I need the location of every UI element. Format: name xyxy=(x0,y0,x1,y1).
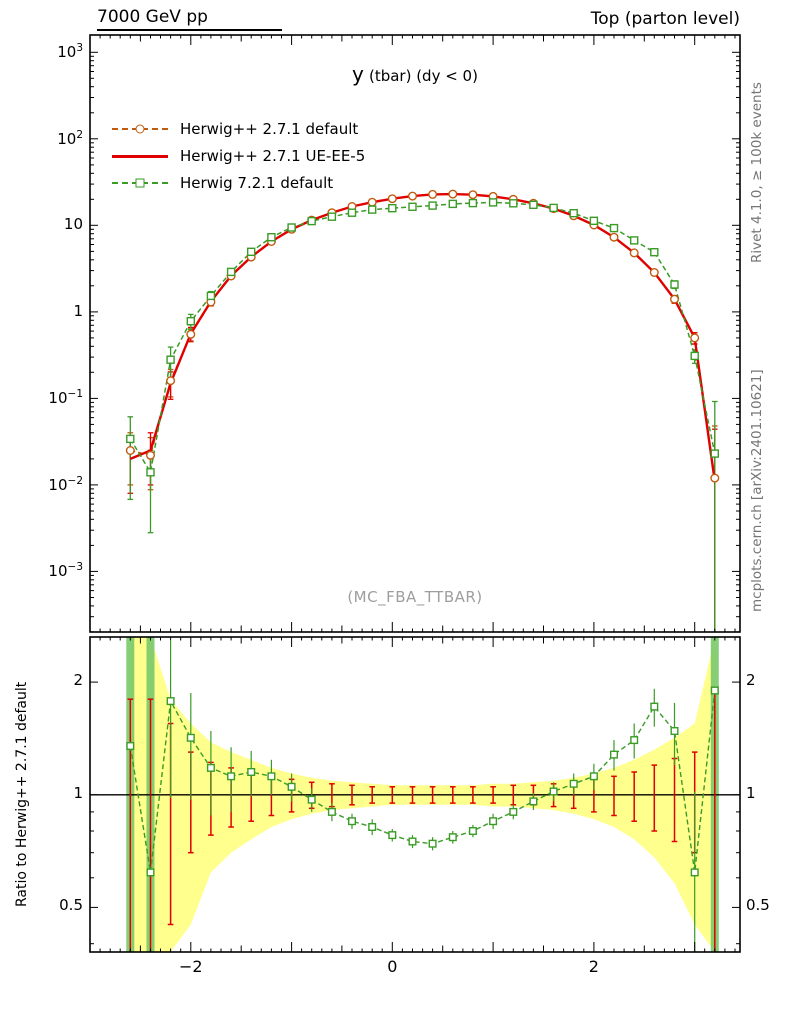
ratio-green-markers xyxy=(126,686,719,877)
axis-ticks xyxy=(89,35,740,952)
main-panel-frame xyxy=(89,34,741,633)
legend-item-herwig-271-default: Herwig++ 2.7.1 default xyxy=(112,115,365,142)
legend-line-sample xyxy=(112,177,168,189)
legend-label: Herwig 7.2.1 default xyxy=(180,173,334,192)
plot-title: y (tbar) (dy < 0) xyxy=(90,62,740,86)
legend-item-herwig-721-default: Herwig 7.2.1 default xyxy=(112,169,365,196)
square-marker-icon xyxy=(135,178,145,187)
legend-label: Herwig++ 2.7.1 UE-EE-5 xyxy=(180,146,366,165)
legend-line xyxy=(112,154,168,158)
main-markers-herwig-7-2-1-default xyxy=(126,198,719,477)
legend-item-herwig-271-ue-ee-5: Herwig++ 2.7.1 UE-EE-5 xyxy=(112,142,365,169)
main-line-herwig-7-2-1-default xyxy=(129,201,716,475)
analysis-watermark: (MC_FBA_TTBAR) xyxy=(347,588,483,606)
legend-line-sample xyxy=(112,150,168,162)
legend-line-sample xyxy=(112,123,168,135)
legend: Herwig++ 2.7.1 default Herwig++ 2.7.1 UE… xyxy=(112,115,365,196)
main-line-herwig-2-7-1-ue-ee-5 xyxy=(129,192,716,482)
plot-title-lead: y xyxy=(352,62,364,86)
main-markers-herwig-2-7-1-default xyxy=(125,189,720,483)
mcplots-reference-label: mcplots.cern.ch [arXiv:2401.10621] xyxy=(749,369,765,613)
main-errorbars-herwig-7-2-1-default xyxy=(127,225,718,632)
beam-energy-label: 7000 GeV pp xyxy=(97,7,282,31)
circle-marker-icon xyxy=(135,124,145,133)
plot-title-rest: (tbar) (dy < 0) xyxy=(368,67,478,85)
ratio-panel-frame xyxy=(89,636,741,953)
process-label: Top (parton level) xyxy=(590,9,740,29)
rivet-version-label: Rivet 4.1.0, ≥ 100k events xyxy=(749,82,765,263)
ratio-axis-label: Ratio to Herwig++ 2.7.1 default xyxy=(14,681,30,908)
legend-label: Herwig++ 2.7.1 default xyxy=(180,119,359,138)
